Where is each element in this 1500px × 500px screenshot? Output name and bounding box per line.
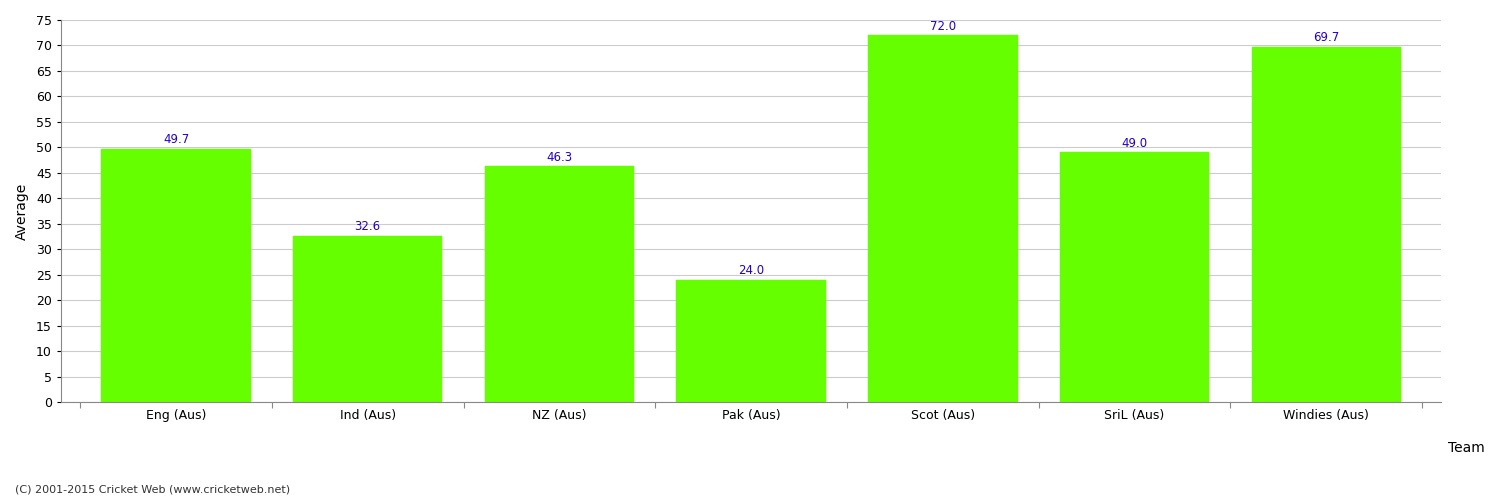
Bar <box>1251 47 1401 402</box>
Text: 72.0: 72.0 <box>930 20 956 32</box>
Text: 32.6: 32.6 <box>354 220 381 234</box>
Bar <box>1060 152 1209 402</box>
Text: Team: Team <box>1448 441 1485 455</box>
Text: 49.7: 49.7 <box>164 134 189 146</box>
Bar <box>676 280 826 402</box>
Bar <box>868 36 1017 402</box>
Text: 46.3: 46.3 <box>546 150 573 164</box>
Text: 69.7: 69.7 <box>1312 32 1340 44</box>
Bar <box>292 236 442 402</box>
Bar <box>100 149 250 402</box>
Y-axis label: Average: Average <box>15 182 28 240</box>
Text: 24.0: 24.0 <box>738 264 764 278</box>
Text: (C) 2001-2015 Cricket Web (www.cricketweb.net): (C) 2001-2015 Cricket Web (www.cricketwe… <box>15 485 290 495</box>
Text: 49.0: 49.0 <box>1122 137 1148 150</box>
Bar <box>484 166 634 402</box>
